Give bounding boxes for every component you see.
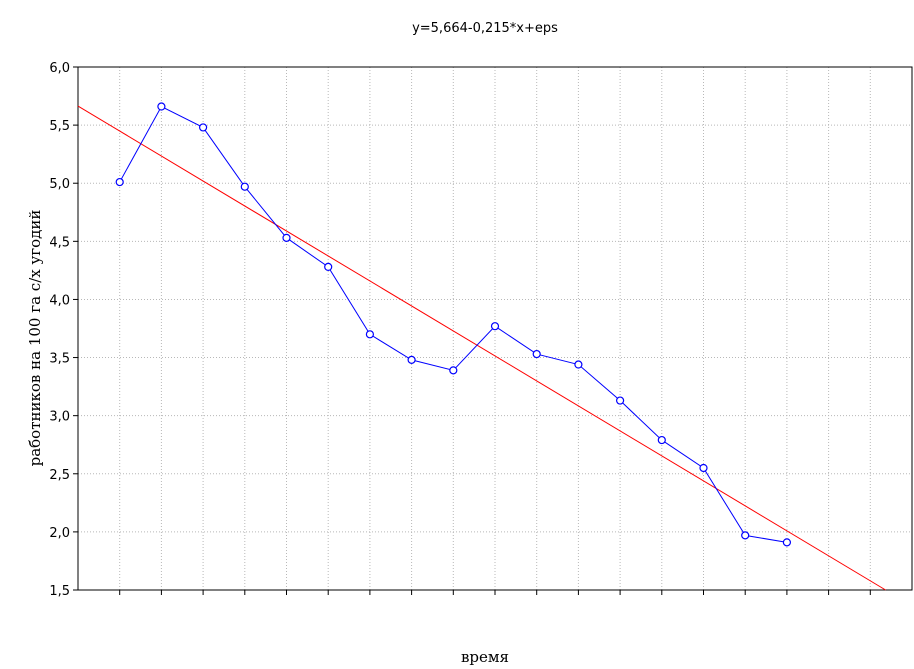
x-axis-label: время	[461, 648, 509, 666]
grid	[78, 67, 912, 590]
data-point	[782, 538, 792, 547]
data-point	[282, 233, 291, 242]
data-point	[157, 102, 166, 111]
data-point	[407, 355, 416, 364]
y-tick-label: 5,5	[49, 119, 70, 134]
y-tick-label: 4,5	[49, 235, 70, 250]
y-tick-label: 4,0	[49, 293, 70, 308]
data-point	[449, 366, 458, 375]
chart-title: y=5,664-0,215*x+eps	[412, 21, 558, 36]
data-point	[615, 396, 625, 405]
data-point	[532, 349, 541, 359]
data-point	[199, 123, 208, 132]
data-point	[115, 177, 124, 187]
data-point	[741, 531, 750, 540]
y-tick-label: 2,5	[49, 468, 70, 483]
y-axis: 1,5 2,0 2,5 3,0 3,5 4,0 4,5 5,0 5,5 6,0	[49, 61, 78, 599]
y-tick-label: 6,0	[49, 61, 70, 76]
data-point	[240, 182, 249, 191]
series-line	[119, 105, 787, 543]
y-tick-label: 2,0	[49, 526, 70, 541]
data-point	[574, 360, 583, 369]
y-tick-label: 1,5	[49, 584, 70, 599]
data-point	[324, 262, 333, 272]
data-point	[699, 463, 708, 473]
data-point	[365, 330, 374, 339]
data-point	[490, 322, 500, 331]
y-tick-label: 3,0	[49, 410, 70, 425]
y-axis-label: работников на 100 га с/х угодий	[26, 210, 44, 467]
y-tick-label: 5,0	[49, 177, 70, 192]
data-point	[657, 435, 666, 445]
regression-line	[77, 105, 886, 591]
y-tick-label: 3,5	[49, 352, 70, 367]
x-axis	[119, 590, 871, 595]
plot-content	[77, 102, 886, 591]
